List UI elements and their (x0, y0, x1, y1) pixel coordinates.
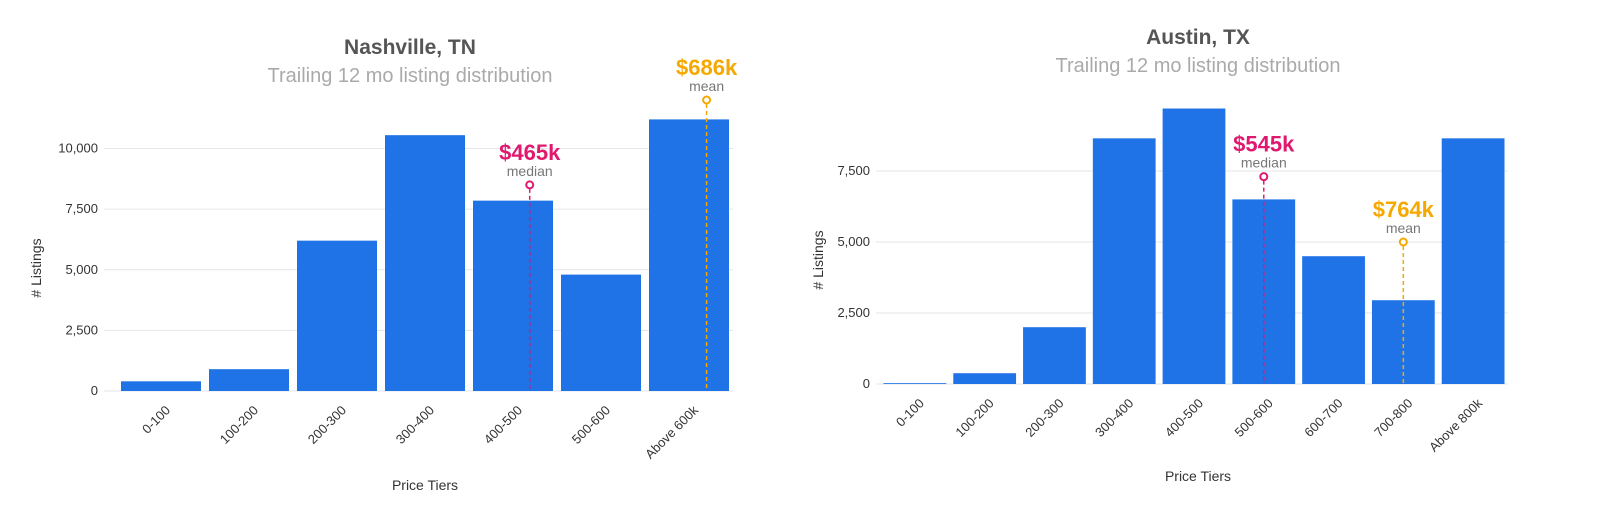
bar (209, 369, 289, 391)
bar (1023, 327, 1086, 384)
chart-nashville: Nashville, TN Trailing 12 mo listing dis… (28, 36, 738, 493)
chart-title: Austin, TX (1146, 26, 1250, 49)
mean-marker: mean$686k (676, 55, 738, 391)
y-tick-labels: 0 2,500 5,000 7,500 (837, 163, 870, 391)
markers: median$545k mean$764k (1233, 132, 1435, 384)
x-tick-labels: 0-100 100-200 200-300 300-400 400-500 500-600… (139, 402, 701, 462)
bar (649, 119, 729, 392)
mean-marker: mean$764k (1373, 197, 1435, 384)
x-tick-label: 200-300 (1022, 396, 1066, 440)
x-tick-label: 400-500 (481, 403, 525, 447)
y-tick-label: 0 (91, 383, 98, 398)
mean-point (702, 95, 712, 105)
mean-point (1398, 237, 1408, 247)
bar (1092, 138, 1156, 384)
x-tick-label: 300-400 (1092, 396, 1136, 440)
chart-austin: Austin, TX Trailing 12 mo listing distri… (810, 26, 1508, 484)
chart-subtitle: Trailing 12 mo listing distribution (1056, 55, 1341, 77)
median-value: $545k (1233, 132, 1295, 157)
x-tick-label: Above 800k (1426, 395, 1486, 455)
bar (297, 240, 377, 391)
chart-title: Nashville, TN (344, 36, 476, 59)
y-tick-label: 0 (863, 376, 870, 391)
y-tick-label: 5,000 (837, 234, 870, 249)
bar (1371, 300, 1435, 384)
bar (121, 381, 201, 391)
bars (121, 119, 729, 392)
median-point (525, 180, 535, 190)
bar (1441, 138, 1505, 384)
x-tick-label: 500-600 (1232, 396, 1276, 440)
x-tick-labels: 0-100 100-200 200-300 300-400 400-500 500-600… (893, 395, 1486, 455)
x-tick-label: 0-100 (893, 396, 927, 430)
mean-label: mean (689, 78, 724, 94)
median-label: median (1241, 155, 1287, 171)
bar (1302, 256, 1365, 384)
bar (561, 274, 641, 391)
mean-value: $686k (676, 55, 738, 80)
x-tick-label: 200-300 (305, 403, 349, 447)
y-axis-title: # Listings (28, 238, 44, 297)
median-point (1259, 172, 1269, 182)
x-axis-title: Price Tiers (392, 477, 458, 493)
markers: median$465k mean$686k (499, 55, 738, 391)
y-tick-labels: 0 2,500 5,000 7,500 10,000 (58, 141, 98, 399)
mean-label: mean (1386, 220, 1421, 236)
y-tick-label: 5,000 (65, 262, 98, 277)
x-tick-label: 100-200 (217, 403, 261, 447)
y-tick-label: 10,000 (58, 141, 98, 156)
x-tick-label: 400-500 (1162, 396, 1206, 440)
bar (473, 200, 553, 391)
bar (385, 135, 465, 391)
y-tick-label: 2,500 (65, 322, 98, 337)
bar (1162, 108, 1226, 385)
y-tick-label: 2,500 (837, 305, 870, 320)
chart-subtitle: Trailing 12 mo listing distribution (268, 65, 553, 87)
median-label: median (507, 163, 553, 179)
x-tick-label: 0-100 (139, 403, 173, 437)
y-tick-label: 7,500 (837, 163, 870, 178)
x-tick-label: Above 600k (642, 402, 702, 462)
x-tick-label: 500-600 (569, 403, 613, 447)
x-tick-label: 100-200 (952, 396, 996, 440)
bar (883, 383, 947, 384)
x-axis-title: Price Tiers (1165, 468, 1231, 484)
median-marker: median$465k (499, 140, 561, 391)
y-axis-title: # Listings (810, 230, 826, 289)
median-marker: median$545k (1233, 132, 1295, 384)
bars (883, 108, 1505, 385)
x-tick-label: 700-800 (1371, 396, 1415, 440)
median-value: $465k (499, 140, 561, 165)
x-tick-label: 300-400 (393, 403, 437, 447)
bar (953, 373, 1017, 384)
y-tick-label: 7,500 (65, 201, 98, 216)
mean-value: $764k (1373, 197, 1435, 222)
x-tick-label: 600-700 (1301, 396, 1345, 440)
